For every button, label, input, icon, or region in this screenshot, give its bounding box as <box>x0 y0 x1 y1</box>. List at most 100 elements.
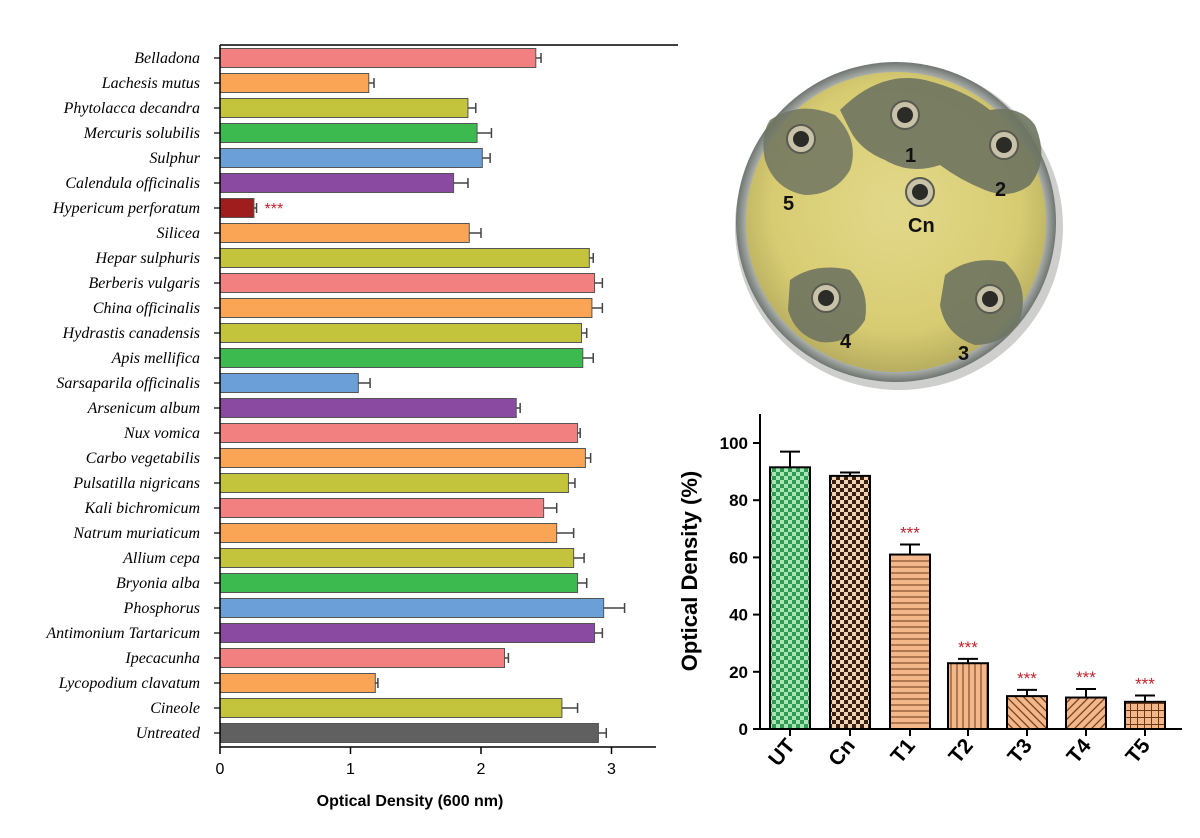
bar <box>219 98 469 118</box>
y-tick-label: 40 <box>729 606 748 625</box>
category-label: China officinalis <box>93 300 200 317</box>
bar <box>219 373 359 393</box>
bar <box>219 298 593 318</box>
bar <box>219 148 483 168</box>
category-label: Hydrastis canadensis <box>62 325 200 342</box>
horizontal-bar-chart: Belladona Lachesis mutus Phytolacca decand… <box>45 44 678 810</box>
bar <box>219 473 569 493</box>
x-tick-label: 3 <box>607 761 616 778</box>
category-label: Ipecacunha <box>124 650 200 667</box>
category-label: Bryonia alba <box>116 575 200 592</box>
category-label: Arsenicum album <box>87 400 200 417</box>
plate-label-4: 4 <box>840 331 852 353</box>
bar <box>219 573 579 593</box>
x-tick-label: T4 <box>1062 734 1096 768</box>
category-label: Phytolacca decandra <box>63 100 200 117</box>
bar <box>219 698 563 718</box>
x-tick-label: T2 <box>944 734 977 768</box>
x-tick-label: 0 <box>216 761 225 778</box>
bar <box>219 48 537 68</box>
petri-dish-photo: 1 2 3 4 5 Cn <box>735 62 1063 390</box>
x-tick-label: T5 <box>1121 734 1155 768</box>
category-label: Sarsaparila officinalis <box>56 375 200 392</box>
x-tick-label: Cn <box>824 734 860 770</box>
vertical-bar-chart: *** *** *** *** *** 0 20 40 60 80 100 UT Cn T1 T2 T3 T… <box>677 414 1182 771</box>
category-label: Natrum muriaticum <box>72 525 200 542</box>
y-tick-label: 0 <box>739 720 748 739</box>
bar <box>219 648 505 668</box>
plate-label-1: 1 <box>905 145 916 167</box>
significance-label: *** <box>958 638 978 657</box>
bar <box>1065 696 1107 730</box>
significance-label: *** <box>1017 669 1037 688</box>
category-label: Cineole <box>150 700 200 717</box>
plate-label-cn: Cn <box>908 215 935 237</box>
x-axis-label: Optical Density (600 nm) <box>317 793 504 810</box>
bar <box>219 673 376 693</box>
category-label: Lycopodium clavatum <box>58 675 200 692</box>
bar <box>219 448 586 468</box>
bar <box>829 474 871 731</box>
y-tick-label: 20 <box>729 663 748 682</box>
category-label: Untreated <box>136 725 201 742</box>
bar <box>219 723 599 743</box>
bar <box>219 223 470 243</box>
bar <box>219 523 558 543</box>
x-tick-label: T1 <box>886 734 920 768</box>
category-label: Calendula officinalis <box>65 175 200 192</box>
bar <box>219 123 478 143</box>
category-label: Lachesis mutus <box>101 75 200 92</box>
category-label: Hypericum perforatum <box>52 200 200 217</box>
category-label: Berberis vulgaris <box>88 275 200 292</box>
plate-label-5: 5 <box>783 193 794 215</box>
category-label: Hepar sulphuris <box>95 250 200 267</box>
bar <box>219 273 596 293</box>
bar <box>219 323 582 343</box>
bar <box>219 398 517 418</box>
bar <box>889 553 931 730</box>
category-label: Apis mellifica <box>111 350 200 367</box>
category-label: Mercuris solubilis <box>83 125 200 142</box>
bar <box>219 198 255 218</box>
significance-label: *** <box>900 524 920 543</box>
category-label: Carbo vegetabilis <box>86 450 200 467</box>
x-tick-label: 1 <box>346 761 355 778</box>
significance-label: *** <box>1135 675 1155 694</box>
plate-label-2: 2 <box>995 179 1006 201</box>
plate-label-3: 3 <box>958 343 969 365</box>
bar <box>219 623 596 643</box>
well-hole <box>996 137 1012 153</box>
bar <box>219 548 575 568</box>
category-label: Belladona <box>134 50 200 67</box>
category-label: Antimonium Tartaricum <box>45 625 200 642</box>
well-hole <box>982 291 998 307</box>
well-hole <box>818 290 834 306</box>
category-label: Allium cepa <box>122 550 200 567</box>
bar <box>219 423 579 443</box>
bar <box>1124 700 1166 731</box>
category-label: Phosphorus <box>123 600 200 617</box>
bar <box>219 173 455 193</box>
y-tick-label: 80 <box>729 491 748 510</box>
significance-label: *** <box>265 201 284 218</box>
x-tick-label: T3 <box>1003 734 1036 768</box>
category-label: Kali bichromicum <box>84 500 200 517</box>
bar <box>1006 695 1048 730</box>
bar <box>219 348 584 368</box>
bar <box>947 662 989 730</box>
significance-label: *** <box>1076 668 1096 687</box>
x-tick-label: UT <box>764 734 800 770</box>
bar <box>219 248 590 268</box>
bar <box>219 598 605 618</box>
category-label: Nux vomica <box>123 425 200 442</box>
y-tick-label: 100 <box>720 434 748 453</box>
y-tick-label: 60 <box>729 548 748 567</box>
bar <box>219 73 370 93</box>
bar <box>769 466 811 730</box>
category-label: Silicea <box>156 225 200 242</box>
well-hole <box>897 107 913 123</box>
y-axis-label: Optical Density (%) <box>677 471 702 671</box>
well-hole <box>793 131 809 147</box>
x-tick-label: 2 <box>477 761 486 778</box>
